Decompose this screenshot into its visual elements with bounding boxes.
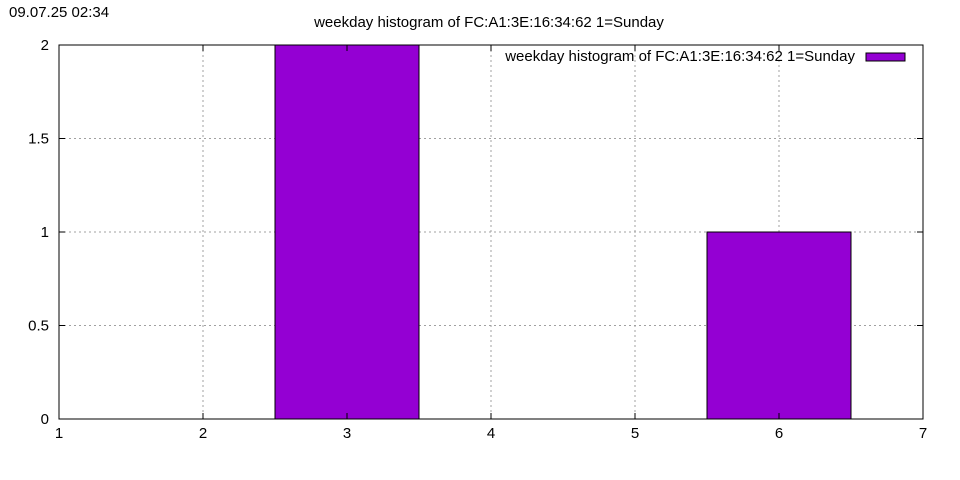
x-tick-label: 3	[343, 425, 351, 442]
legend: weekday histogram of FC:A1:3E:16:34:62 1…	[504, 48, 906, 65]
ticks-layer: 1 2 3 4 5 6 7 0 0.5 1 1.5 2	[28, 37, 927, 442]
bar	[706, 231, 852, 420]
bars-layer	[274, 44, 852, 420]
x-tick-label: 2	[199, 425, 207, 442]
y-tick-label: 0.5	[28, 318, 49, 335]
x-tick-label: 1	[55, 425, 63, 442]
y-tick-label: 2	[41, 37, 49, 54]
y-tick-label: 0	[41, 411, 49, 428]
chart-title: weekday histogram of FC:A1:3E:16:34:62 1…	[313, 14, 664, 31]
timestamp: 09.07.25 02:34	[9, 4, 110, 21]
x-tick-label: 5	[631, 425, 639, 442]
x-tick-label: 6	[775, 425, 783, 442]
y-tick-label: 1	[41, 224, 49, 241]
x-tick-label: 7	[919, 425, 927, 442]
x-tick-label: 4	[487, 425, 495, 442]
y-tick-label: 1.5	[28, 131, 49, 148]
legend-swatch	[865, 52, 906, 62]
bar	[274, 44, 420, 420]
legend-label: weekday histogram of FC:A1:3E:16:34:62 1…	[504, 48, 855, 65]
